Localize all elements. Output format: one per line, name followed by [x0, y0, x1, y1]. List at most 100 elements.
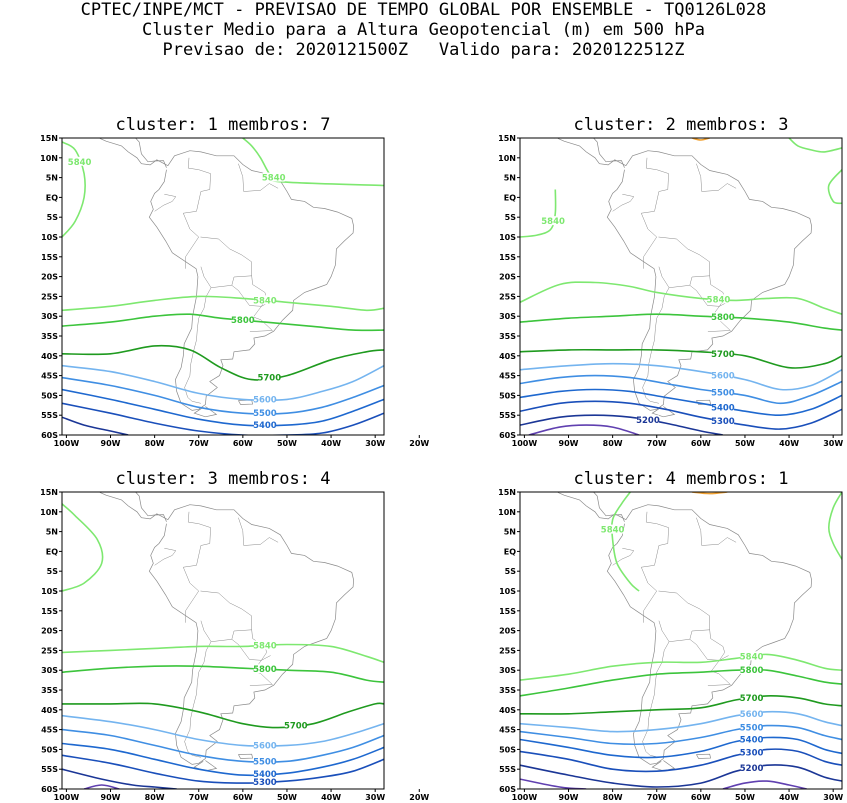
- contour-label-bg: [740, 734, 763, 744]
- contour-label: 5600: [253, 741, 277, 751]
- contour-5400: [62, 742, 384, 777]
- y-tick-label: 30S: [499, 666, 516, 675]
- contour-label: 5200: [636, 416, 660, 426]
- contour-label-bg: [262, 172, 285, 182]
- country-border: [612, 547, 635, 566]
- contour-5840: [62, 503, 104, 592]
- contour-label-bg: [284, 720, 307, 730]
- contour-5840: [62, 141, 86, 238]
- contour-5500: [62, 728, 384, 763]
- x-tick-label: 70W: [189, 439, 209, 448]
- x-tick-label: 40W: [321, 793, 341, 802]
- country-border: [182, 157, 211, 269]
- chart-panel-3: cluster: 3 membros: 4 5840 5800 5700 5600 550…: [40, 469, 429, 802]
- country-border: [612, 193, 635, 212]
- contour-5700: [520, 695, 842, 715]
- contour-label-bg: [253, 777, 276, 787]
- country-border: [707, 670, 732, 686]
- contour-label-bg: [711, 402, 734, 412]
- contour-label: 5800: [253, 665, 277, 675]
- contour-5400: [520, 736, 842, 759]
- y-tick-label: 15N: [498, 134, 516, 143]
- contour-label: 5400: [711, 403, 735, 413]
- contour-label-bg: [740, 692, 763, 702]
- chart-header: CPTEC/INPE/MCT - PREVISAO DE TEMPO GLOBA…: [0, 0, 847, 60]
- chart-panel-1: cluster: 1 membros: 7 5840 5840 5840 5800 570…: [40, 115, 429, 448]
- contour-label-bg: [711, 370, 734, 380]
- contour-label-bg: [253, 756, 276, 766]
- header-dates: Previsao de: 2020121500Z Valido para: 20…: [162, 40, 685, 60]
- contour-5880: [691, 138, 710, 141]
- y-tick-label: 55S: [499, 765, 516, 774]
- plot-frame: [61, 491, 385, 790]
- contour-label-bg: [542, 216, 565, 226]
- chart-panel-2: cluster: 2 membros: 3 5840 5840 5800 5700 560…: [498, 115, 843, 448]
- contour-5840: [611, 492, 640, 592]
- y-tick-label: 5S: [505, 567, 517, 576]
- plot-area: 5840 5840 5800 5700 5600 5500 5400 5300 5200: [520, 492, 842, 789]
- contour-5840: [520, 653, 842, 681]
- coastline: [593, 492, 625, 522]
- contour-label-bg: [740, 722, 763, 732]
- x-tick-label: 80W: [603, 439, 623, 448]
- contour-label-bg: [253, 420, 276, 430]
- y-tick-label: 15S: [499, 607, 516, 616]
- y-tick-label: 30S: [41, 666, 58, 675]
- contour-5300: [520, 748, 842, 773]
- coastline: [98, 492, 169, 521]
- contour-5300: [62, 754, 384, 784]
- y-tick-label: 45S: [499, 372, 516, 381]
- plot-frame: [519, 137, 843, 436]
- y-tick-label: 35S: [499, 686, 516, 695]
- y-tick-label: 5S: [47, 567, 59, 576]
- y-tick-label: 20S: [41, 273, 58, 282]
- contour-label: 5400: [253, 770, 277, 780]
- contour-label-bg: [740, 665, 763, 675]
- y-tick-label: 55S: [41, 765, 58, 774]
- contour-5800: [62, 665, 384, 683]
- contour-label: 5400: [253, 421, 277, 431]
- country-border: [689, 629, 725, 661]
- y-tick-label: 15N: [40, 134, 58, 143]
- contour-label: 5700: [740, 694, 764, 704]
- y-tick-label: 10S: [41, 587, 58, 596]
- contour-5300: [520, 400, 842, 430]
- coastline: [556, 492, 627, 521]
- contour-5200: [62, 768, 177, 789]
- y-tick-label: 10N: [40, 154, 58, 163]
- contour-5800: [520, 313, 842, 331]
- contour-label: 5700: [284, 722, 308, 732]
- contour-5600: [62, 364, 384, 402]
- plot-frame: [61, 137, 385, 436]
- contour-5800: [62, 313, 384, 332]
- y-tick-label: 50S: [41, 745, 58, 754]
- y-tick-label: 20S: [499, 627, 516, 636]
- country-border: [640, 157, 669, 269]
- x-tick-label: 100W: [54, 439, 80, 448]
- y-tick-label: 10N: [498, 508, 516, 517]
- y-tick-label: 25S: [41, 646, 58, 655]
- y-tick-label: 10N: [40, 508, 58, 517]
- contour-5500: [62, 376, 384, 415]
- contour-label: 5800: [711, 313, 735, 323]
- country-border: [154, 547, 177, 566]
- x-tick-label: 50W: [277, 439, 297, 448]
- y-tick-label: 25S: [41, 292, 58, 301]
- contour-label: 5840: [68, 158, 92, 168]
- y-tick-label: 25S: [499, 292, 516, 301]
- contour-label-bg: [740, 747, 763, 757]
- contour-5800: [520, 668, 842, 697]
- contour-5700: [62, 344, 384, 381]
- country-border: [711, 655, 729, 672]
- y-tick-label: 60S: [499, 431, 516, 440]
- y-tick-label: EQ: [46, 547, 58, 556]
- contour-label-bg: [740, 708, 763, 718]
- contour-label-bg: [253, 740, 276, 750]
- contour-5840: [520, 189, 557, 238]
- contour-5200: [520, 764, 842, 788]
- y-tick-label: 5S: [505, 213, 517, 222]
- contour-5500: [520, 724, 842, 746]
- y-tick-label: 50S: [499, 391, 516, 400]
- y-tick-label: 50S: [41, 391, 58, 400]
- contour-label-bg: [258, 372, 281, 382]
